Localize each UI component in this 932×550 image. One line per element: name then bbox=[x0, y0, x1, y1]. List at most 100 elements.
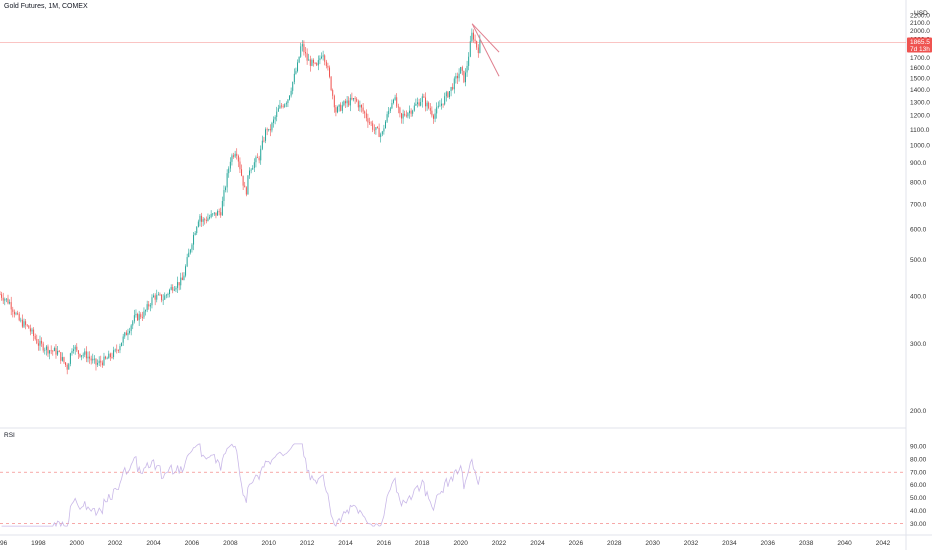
candle-body bbox=[214, 213, 215, 214]
candle-countdown: 7d 13h bbox=[910, 46, 930, 53]
candle-body bbox=[433, 115, 434, 118]
candle-body bbox=[14, 312, 15, 314]
candle-body bbox=[436, 107, 437, 113]
time-tick-label: 2002 bbox=[108, 540, 123, 547]
candle-body bbox=[100, 361, 101, 363]
candle-body bbox=[47, 347, 48, 354]
candle-body bbox=[167, 294, 168, 295]
candle-body bbox=[3, 298, 4, 301]
candle-body bbox=[254, 162, 255, 168]
candle-body bbox=[276, 112, 277, 117]
candle-body bbox=[140, 314, 141, 317]
candle-body bbox=[87, 357, 88, 359]
candle-body bbox=[15, 313, 16, 314]
candle-body bbox=[310, 59, 311, 65]
candle-body bbox=[41, 341, 42, 344]
trendline bbox=[472, 24, 499, 52]
rsi-tick-label: 40.00 bbox=[910, 508, 927, 515]
candle-body bbox=[28, 326, 29, 329]
candle-body bbox=[35, 336, 36, 339]
candle-body bbox=[425, 98, 426, 107]
candle-body bbox=[150, 305, 151, 306]
rsi-tick-label: 60.00 bbox=[910, 482, 927, 489]
candle-body bbox=[257, 157, 258, 158]
candle-body bbox=[444, 96, 445, 104]
candle-body bbox=[363, 108, 364, 112]
candle-body bbox=[311, 60, 312, 66]
candle-body bbox=[59, 351, 60, 352]
candle-body bbox=[36, 339, 37, 343]
candle-body bbox=[108, 354, 109, 359]
candle-body bbox=[219, 211, 220, 212]
candle-body bbox=[103, 357, 104, 365]
candle-body bbox=[175, 288, 176, 290]
candle-body bbox=[268, 129, 269, 130]
candle-body bbox=[375, 127, 376, 130]
candle-body bbox=[401, 113, 402, 118]
candle-body bbox=[414, 106, 415, 111]
last-price-value: 1865.5 bbox=[910, 39, 930, 46]
candle-body bbox=[319, 58, 320, 60]
candle-body bbox=[27, 325, 28, 326]
candle-body bbox=[169, 290, 170, 294]
candle-body bbox=[143, 311, 144, 317]
trendline-drawings[interactable] bbox=[472, 24, 499, 76]
candle-body bbox=[387, 114, 388, 121]
candle-body bbox=[135, 314, 136, 315]
candle-body bbox=[43, 344, 44, 351]
candle-body bbox=[153, 295, 154, 297]
candle-body bbox=[113, 350, 114, 357]
candle-body bbox=[228, 168, 229, 173]
candle-body bbox=[233, 155, 234, 156]
candle-body bbox=[356, 99, 357, 101]
candle-body bbox=[457, 76, 458, 78]
candle-body bbox=[99, 361, 100, 363]
candle-body bbox=[284, 104, 285, 107]
candle-body bbox=[182, 278, 183, 280]
rsi-layer bbox=[0, 444, 906, 526]
candle-body bbox=[212, 214, 213, 215]
candle-body bbox=[300, 46, 301, 56]
candle-body bbox=[185, 266, 186, 275]
candle-body bbox=[223, 190, 224, 201]
candle-body bbox=[348, 101, 349, 106]
price-tick-label: 700.0 bbox=[910, 201, 927, 208]
candle-body bbox=[107, 358, 108, 359]
candle-body bbox=[459, 74, 460, 79]
candle-body bbox=[367, 118, 368, 122]
candle-body bbox=[465, 72, 466, 82]
candle-body bbox=[190, 250, 191, 253]
candle-body bbox=[422, 96, 423, 102]
candle-body bbox=[196, 227, 197, 233]
axes-layer[interactable]: 200.0 300.0 400.0 500.0 600.0 700.0 800.0 900.0… bbox=[0, 10, 932, 547]
candle-body bbox=[308, 59, 309, 60]
candle-body bbox=[49, 350, 50, 353]
price-tick-label: 2100.0 bbox=[910, 20, 930, 27]
candle-body bbox=[350, 98, 351, 105]
time-tick-label: 2036 bbox=[761, 540, 776, 547]
candle-body bbox=[262, 141, 263, 149]
candle-body bbox=[385, 122, 386, 129]
candle-body bbox=[11, 302, 12, 309]
candle-body bbox=[303, 44, 304, 52]
candle-body bbox=[335, 107, 336, 112]
time-tick-label: 2022 bbox=[492, 540, 507, 547]
candle-body bbox=[97, 363, 98, 365]
candle-body bbox=[137, 314, 138, 320]
time-tick-label: 1998 bbox=[31, 540, 46, 547]
candle-body bbox=[471, 33, 472, 42]
price-tick-label: 1100.0 bbox=[910, 127, 930, 134]
candle-body bbox=[403, 114, 404, 119]
price-tick-label: 1200.0 bbox=[910, 112, 930, 119]
candle-body bbox=[92, 359, 93, 361]
candle-body bbox=[209, 217, 210, 218]
candle-body bbox=[244, 186, 245, 188]
candle-body bbox=[265, 129, 266, 141]
candle-body bbox=[119, 346, 120, 350]
time-tick-label: 2014 bbox=[338, 540, 353, 547]
candle-body bbox=[345, 101, 346, 103]
candle-body bbox=[23, 321, 24, 326]
candle-body bbox=[1, 294, 2, 297]
candle-body bbox=[281, 106, 282, 107]
